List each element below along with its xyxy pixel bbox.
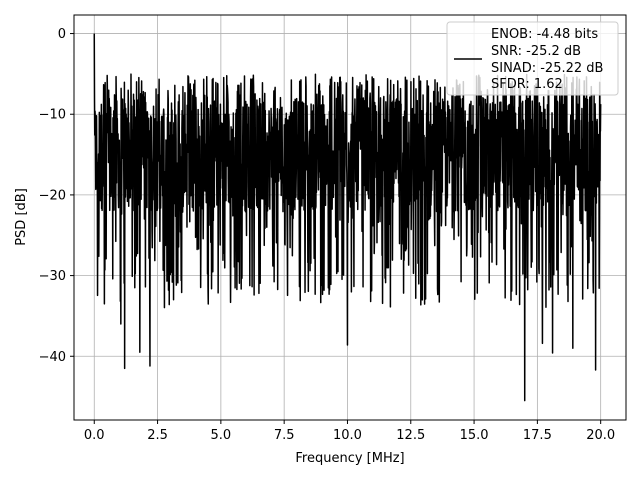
legend-sfdr: SFDR: 1.62 (491, 77, 563, 92)
psd-series-line (93, 33, 602, 402)
x-axis-label: Frequency [MHz] (295, 451, 404, 466)
legend: ENOB: -4.48 bits SNR: -25.2 dB SINAD: -2… (446, 21, 619, 96)
legend-sinad: SINAD: -25.22 dB (491, 61, 603, 76)
plot-area (93, 33, 602, 402)
y-tick-label: 0 (58, 27, 66, 42)
y-tick-label: −30 (39, 269, 66, 284)
x-tick-label: 0.0 (84, 428, 105, 443)
x-tick-label: 15.0 (460, 428, 489, 443)
x-tick-label: 7.5 (274, 428, 295, 443)
y-axis-ticks: 0 −10 −20 −30 −40 (39, 27, 74, 365)
legend-enob: ENOB: -4.48 bits (491, 27, 598, 42)
legend-box (446, 21, 619, 96)
x-tick-label: 20.0 (586, 428, 615, 443)
y-tick-label: −10 (39, 108, 66, 123)
x-tick-label: 5.0 (211, 428, 232, 443)
x-tick-label: 12.5 (396, 428, 425, 443)
y-tick-label: −20 (39, 188, 66, 203)
x-tick-label: 17.5 (523, 428, 552, 443)
axes-frame (73, 14, 627, 421)
y-tick-label: −40 (39, 350, 66, 365)
y-axis-label: PSD [dB] (14, 188, 29, 246)
x-tick-label: 2.5 (147, 428, 168, 443)
x-axis-ticks: 0.0 2.5 5.0 7.5 10.0 12.5 15.0 17.5 20.0 (84, 420, 615, 443)
x-tick-label: 10.0 (333, 428, 362, 443)
legend-snr: SNR: -25.2 dB (491, 44, 581, 59)
